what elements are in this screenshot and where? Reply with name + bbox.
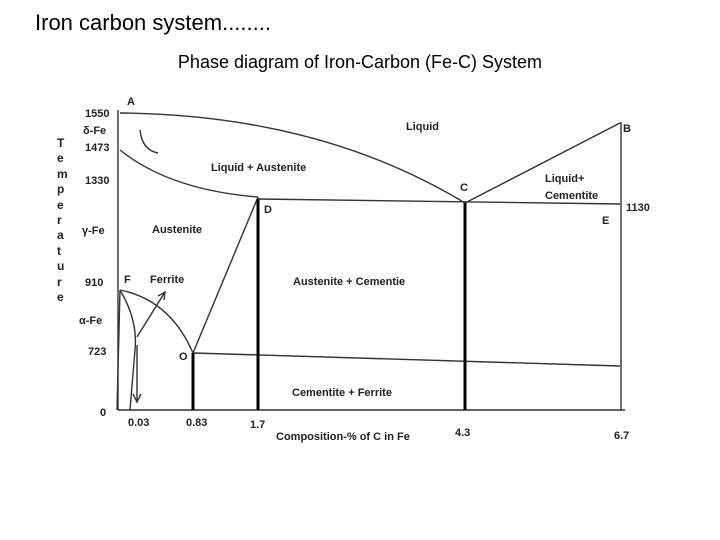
region-label: Cementite + Ferrite: [292, 387, 392, 399]
y-axis-label: Temperature: [57, 136, 68, 305]
point-label: D: [264, 204, 272, 216]
point-label: F: [124, 274, 131, 286]
point-label: C: [460, 182, 468, 194]
region-label: Ferrite: [150, 274, 184, 286]
region-label: Liquid + Austenite: [211, 162, 306, 174]
temperature-label: 1130: [626, 202, 650, 214]
subtitle: Phase diagram of Iron-Carbon (Fe-C) Syst…: [178, 52, 542, 72]
temperature-label: 0: [100, 407, 106, 419]
composition-label: 4.3: [455, 427, 470, 439]
temperature-label: α-Fe: [79, 315, 102, 327]
point-label: B: [623, 123, 631, 135]
region-label: Austenite: [152, 224, 202, 236]
region-label: Liquid: [406, 121, 439, 133]
point-label: E: [602, 215, 609, 227]
composition-label: 0.03: [128, 417, 149, 429]
temperature-label: 910: [85, 277, 103, 289]
point-label: A: [127, 96, 135, 108]
composition-label: 0.83: [186, 417, 207, 429]
temperature-label: 1473: [85, 142, 109, 154]
phase-lines: [116, 110, 625, 411]
x-axis-label: Composition-% of C in Fe: [276, 431, 410, 443]
region-label: Liquid+: [545, 173, 584, 185]
temperature-label: δ-Fe: [83, 125, 106, 137]
temperature-label: 723: [88, 346, 106, 358]
region-label: Austenite + Cementie: [293, 276, 405, 288]
title: Iron carbon system........: [35, 10, 271, 35]
temperature-label: 1550: [85, 108, 109, 120]
composition-label: 6.7: [614, 430, 629, 442]
region-label: Cementite: [545, 190, 598, 202]
temperature-label: 1330: [85, 175, 109, 187]
composition-label: 1.7: [250, 419, 265, 431]
point-label: O: [179, 351, 188, 363]
temperature-label: γ-Fe: [82, 225, 105, 237]
